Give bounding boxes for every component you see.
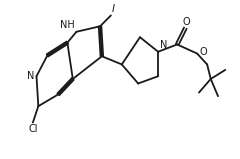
Text: I: I [112, 4, 115, 14]
Text: O: O [183, 17, 190, 27]
Text: N: N [160, 40, 167, 50]
Text: N: N [26, 71, 34, 81]
Text: O: O [200, 47, 207, 57]
Text: NH: NH [60, 20, 74, 30]
Text: Cl: Cl [28, 124, 38, 134]
